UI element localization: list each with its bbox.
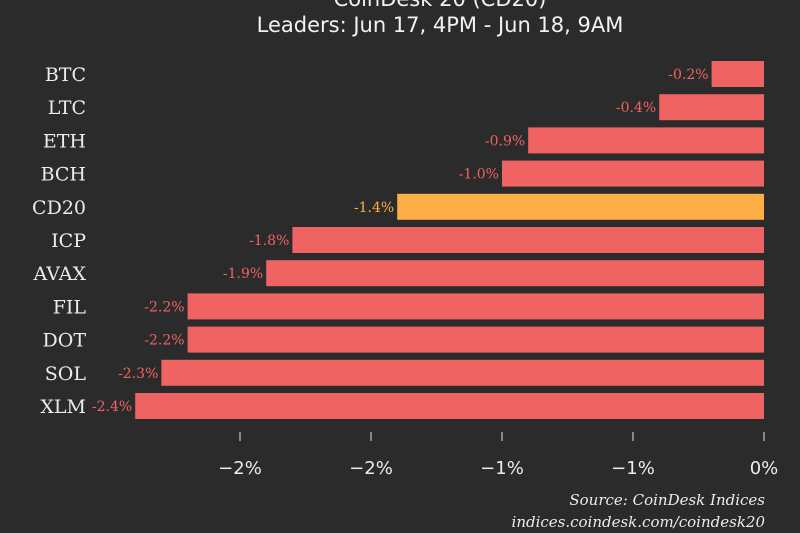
category-label-ltc: LTC: [48, 97, 86, 119]
category-label-fil: FIL: [53, 296, 87, 318]
bar-fil: [187, 293, 765, 320]
bar-avax: [266, 260, 764, 287]
category-label-avax: AVAX: [33, 263, 87, 285]
category-label-eth: ETH: [43, 130, 86, 152]
bar-bch: [502, 160, 764, 187]
bars-group: BTC -0.2% LTC -0.4% ETH -0.9% BCH -1.0% CD20 -1.4…: [32, 61, 765, 419]
value-label-avax: -1.9%: [223, 266, 263, 282]
category-label-dot: DOT: [43, 330, 87, 352]
value-label-fil: -2.2%: [144, 299, 184, 315]
category-label-cd20: CD20: [32, 197, 86, 219]
value-label-sol: -2.3%: [118, 366, 158, 382]
chart-title: CoinDesk 20 (CD20): [334, 0, 547, 11]
source-line-2: indices.coindesk.com/coindesk20: [512, 513, 766, 531]
category-label-bch: BCH: [41, 164, 86, 186]
bar-icp: [292, 227, 764, 253]
value-label-dot: -2.2%: [144, 333, 184, 349]
x-tick-label-4: 0%: [750, 458, 779, 479]
category-label-icp: ICP: [51, 230, 86, 252]
value-label-icp: -1.8%: [249, 233, 289, 249]
bar-eth: [528, 127, 764, 154]
bar-cd20: [397, 193, 764, 220]
category-label-sol: SOL: [45, 363, 87, 385]
category-label-btc: BTC: [45, 64, 86, 86]
source-block: Source: CoinDesk Indices indices.coindes…: [512, 491, 766, 531]
chart-subtitle: Leaders: Jun 17, 4PM - Jun 18, 9AM: [257, 13, 624, 37]
value-label-bch: -1.0%: [459, 167, 499, 183]
value-label-cd20: -1.4%: [354, 200, 394, 216]
value-label-btc: -0.2%: [668, 67, 708, 83]
bar-ltc: [659, 94, 764, 121]
source-line-1: Source: CoinDesk Indices: [569, 491, 765, 509]
chart-titles: CoinDesk 20 (CD20) Leaders: Jun 17, 4PM …: [257, 0, 624, 37]
bar-sol: [161, 359, 764, 386]
value-label-xlm: -2.4%: [92, 399, 132, 415]
value-label-ltc: -0.4%: [616, 100, 656, 116]
x-tick-label-1: −2%: [349, 458, 393, 479]
x-axis: −2% −2% −1% −1% 0%: [218, 432, 778, 479]
value-label-eth: -0.9%: [485, 133, 525, 149]
bar-btc: [711, 61, 764, 87]
bar-dot: [187, 326, 765, 353]
x-tick-label-0: −2%: [218, 458, 262, 479]
category-label-xlm: XLM: [40, 396, 86, 418]
bar-xlm: [135, 393, 764, 419]
x-tick-label-3: −1%: [611, 458, 655, 479]
x-tick-label-2: −1%: [480, 458, 524, 479]
